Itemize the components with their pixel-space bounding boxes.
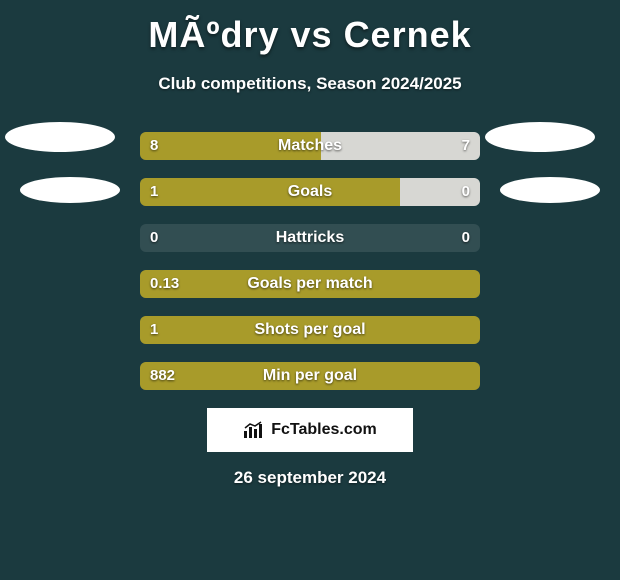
stat-row: Min per goal882 bbox=[0, 362, 620, 390]
date-label: 26 september 2024 bbox=[0, 468, 620, 488]
brand-text: FcTables.com bbox=[271, 421, 377, 439]
stat-value-left: 0 bbox=[150, 224, 158, 252]
stat-label: Min per goal bbox=[140, 362, 480, 390]
stat-value-right: 0 bbox=[462, 178, 470, 206]
stat-row: Hattricks0 0 bbox=[0, 224, 620, 252]
avatar-ellipse-left_mid bbox=[20, 177, 120, 203]
brand-box: FcTables.com bbox=[207, 408, 413, 452]
stat-value-left: 1 bbox=[150, 178, 158, 206]
stat-label: Goals bbox=[140, 178, 480, 206]
stat-value-left: 8 bbox=[150, 132, 158, 160]
stat-value-left: 882 bbox=[150, 362, 175, 390]
stat-value-right: 7 bbox=[462, 132, 470, 160]
stat-label: Goals per match bbox=[140, 270, 480, 298]
stat-label: Shots per goal bbox=[140, 316, 480, 344]
stats-container: Matches87Goals10Hattricks00Goals per mat… bbox=[0, 132, 620, 390]
page-title: MÃºdry vs Cernek bbox=[0, 0, 620, 56]
avatar-ellipse-right_mid bbox=[500, 177, 600, 203]
stat-label: Matches bbox=[140, 132, 480, 160]
avatar-ellipse-right_top bbox=[485, 122, 595, 152]
stat-value-left: 0.13 bbox=[150, 270, 179, 298]
stat-value-left: 1 bbox=[150, 316, 158, 344]
brand-chart-icon bbox=[243, 421, 265, 439]
page-subtitle: Club competitions, Season 2024/2025 bbox=[0, 74, 620, 94]
stat-row: Shots per goal1 bbox=[0, 316, 620, 344]
stat-value-right: 0 bbox=[462, 224, 470, 252]
avatar-ellipse-left_top bbox=[5, 122, 115, 152]
stat-row: Goals per match0.13 bbox=[0, 270, 620, 298]
stat-label: Hattricks bbox=[140, 224, 480, 252]
